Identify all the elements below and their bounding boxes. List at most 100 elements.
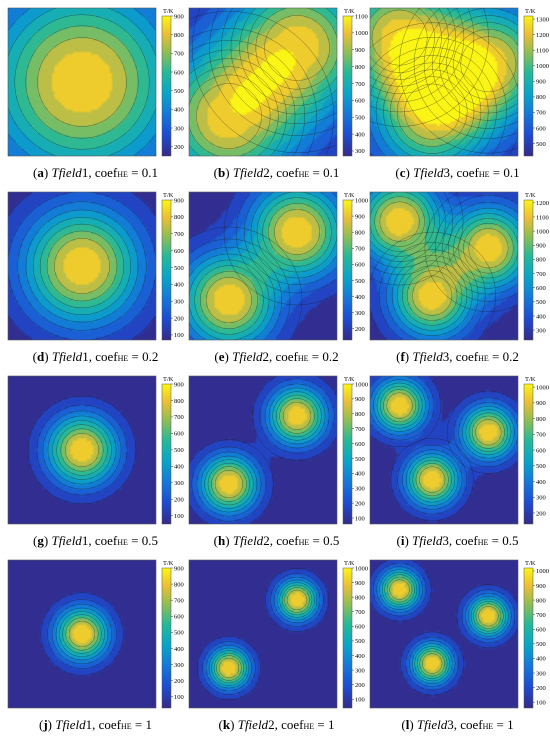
coef-value: 0.1 xyxy=(503,165,520,180)
colorbar-tick-label: 400 xyxy=(355,471,365,478)
contour-line xyxy=(46,230,118,302)
coef-subscript: HE xyxy=(117,354,129,363)
colorbar-unit: T/K xyxy=(163,560,174,567)
colorbar-tick-label: 1000 xyxy=(536,568,549,575)
colorbar-tick-label: 500 xyxy=(536,299,546,306)
contour-line xyxy=(17,201,147,331)
contour-line xyxy=(279,398,315,434)
contour-line xyxy=(196,451,262,517)
contour-line xyxy=(189,226,303,340)
coef-subscript: HE xyxy=(478,170,490,179)
colorbar xyxy=(161,567,172,709)
colorbar-tick-label: 200 xyxy=(174,315,184,322)
colorbar-unit: T/K xyxy=(344,376,355,383)
colorbar-tick-label: 600 xyxy=(536,627,546,634)
panel-label: f xyxy=(400,349,405,364)
colorbar-unit: T/K xyxy=(163,192,174,199)
contour-line xyxy=(273,576,321,624)
hot-spot-1 xyxy=(370,192,464,286)
contour-line xyxy=(268,202,327,261)
colorbar xyxy=(161,199,172,341)
colorbar-tick-label: 700 xyxy=(536,271,546,278)
contour-line xyxy=(255,8,337,90)
colorbar-tick-label: 800 xyxy=(355,594,365,601)
contour-plot: T/K 900 800 700 600 500 400 300 200 xyxy=(4,4,187,169)
contour-line xyxy=(54,238,110,294)
colorbar-unit: T/K xyxy=(344,560,355,567)
field-name: Tfield xyxy=(413,165,444,180)
panel-caption: (h) Tfield2, coefHE = 0.5 xyxy=(213,533,340,548)
contour-line xyxy=(8,8,156,156)
plot-frame xyxy=(188,559,338,709)
coef-subscript: HE xyxy=(478,354,489,363)
colorbar-tick-label: 700 xyxy=(355,246,365,253)
contour-line xyxy=(259,378,335,454)
contour-line xyxy=(39,223,125,309)
panel-caption: (c) Tfield3, coefHE = 0.1 xyxy=(395,165,520,180)
panel-label: j xyxy=(43,717,48,732)
colorbar-tick-label: 700 xyxy=(536,110,546,117)
field-name: Tfield xyxy=(51,349,83,364)
plot-frame xyxy=(7,191,157,341)
contour-line xyxy=(406,270,458,321)
plot-frame xyxy=(188,7,338,157)
contour-line xyxy=(194,265,264,335)
colorbar-tick-label: 800 xyxy=(174,214,184,221)
colorbar-tick-label: 400 xyxy=(355,294,365,301)
contour-line xyxy=(276,579,318,621)
contour-line xyxy=(235,192,337,294)
contour-line xyxy=(32,216,132,316)
hot-spot-1 xyxy=(370,8,489,127)
contour-line xyxy=(400,631,465,696)
colorbar-tick-label: 700 xyxy=(355,609,365,616)
field-number: 1 xyxy=(81,165,89,180)
colorbar-tick-label: 100 xyxy=(174,513,184,520)
colorbar-tick-label: 300 xyxy=(355,148,365,155)
contour-line xyxy=(8,192,156,340)
coef-value: 0.2 xyxy=(142,349,159,364)
colorbar-tick-label: 600 xyxy=(174,431,184,438)
panel-caption: (k) Tfield2, coefHE = 1 xyxy=(218,717,335,732)
contour-line xyxy=(370,47,497,156)
contour-line xyxy=(25,25,139,139)
coef-subscript: HE xyxy=(297,354,309,363)
colorbar-tick-label: 100 xyxy=(355,697,365,704)
contour-line xyxy=(370,192,464,286)
contour-line xyxy=(397,444,467,515)
hot-spot-3 xyxy=(400,631,465,696)
colorbar-tick-label: 500 xyxy=(174,630,184,637)
colorbar-tick-label: 200 xyxy=(174,144,184,151)
hot-spot-3 xyxy=(370,22,518,156)
colorbar-tick-label: 600 xyxy=(355,624,365,631)
hot-spot-1 xyxy=(27,395,137,505)
colorbar-tick-label: 300 xyxy=(355,486,365,493)
contour-line xyxy=(218,657,240,679)
contour-line xyxy=(189,238,291,340)
panel-f: T/K 1200 1100 1000 900 800 700 600 500 400 300 (f) … xyxy=(366,188,549,368)
colorbar-unit: T/K xyxy=(525,560,536,567)
colorbar-tick-label: 900 xyxy=(174,197,184,204)
colorbar-tick-label: 200 xyxy=(174,497,184,504)
contour-line xyxy=(370,8,435,73)
hot-spot-3 xyxy=(390,438,474,522)
contour-line xyxy=(453,397,518,467)
colorbar-tick-label: 500 xyxy=(174,265,184,272)
colorbar-tick-label: 400 xyxy=(174,107,184,114)
panel-caption: (f) Tfield3, coefHE = 0.2 xyxy=(396,349,519,364)
contour-line xyxy=(468,228,509,269)
colorbar-tick-label: 700 xyxy=(355,81,365,88)
contour-line xyxy=(375,55,489,156)
colorbar xyxy=(342,383,353,525)
contour-line xyxy=(272,391,322,441)
colorbar-tick-label: 900 xyxy=(174,13,184,20)
panel-caption: (l) Tfield3, coefHE = 1 xyxy=(401,717,514,732)
contour-line xyxy=(189,259,270,340)
colorbar-tick-label: 300 xyxy=(536,327,546,334)
contour-line xyxy=(211,466,247,502)
panel-caption: (j) Tfield1, coefHE = 1 xyxy=(38,717,152,732)
coef-value: 0.5 xyxy=(502,533,519,548)
contour-line xyxy=(424,192,518,312)
colorbar-unit: T/K xyxy=(163,376,174,383)
plot-frame xyxy=(188,375,338,525)
